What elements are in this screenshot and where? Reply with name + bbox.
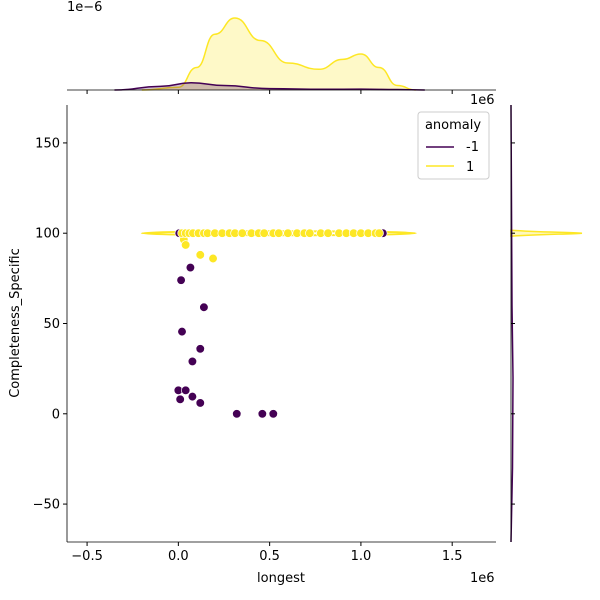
right-marginal-kde [510, 104, 583, 543]
top-marginal-kde [67, 17, 496, 91]
right-marginal-offset-label: 1e6 [470, 93, 495, 108]
x-tick-label: 0.0 [168, 549, 189, 564]
point-neg1 [175, 394, 185, 404]
point-pos1 [208, 253, 218, 264]
point-pos1 [374, 228, 384, 238]
y-tick-label: 150 [35, 136, 60, 151]
x-tick-label: 0.5 [259, 549, 280, 564]
y-tick-label: 50 [43, 317, 60, 332]
point-pos1 [195, 250, 205, 260]
point-neg1 [187, 356, 198, 367]
point-neg1 [195, 344, 205, 354]
x-offset-label: 1e6 [470, 571, 495, 586]
main-axes: −0.5 0.0 0.5 1.0 1.5 −50 0 50 100 150 [33, 90, 515, 564]
x-tick-label: 1.0 [351, 549, 372, 564]
kde-fill-neg1 [114, 82, 425, 90]
point-pos1 [259, 228, 269, 238]
point-neg1 [232, 409, 242, 419]
legend-label-1: 1 [466, 160, 474, 175]
point-pos1 [237, 228, 247, 238]
y-tick-label: 0 [52, 407, 60, 422]
kde-line-neg1 [114, 82, 425, 91]
point-neg1 [185, 262, 196, 273]
point-pos1 [323, 228, 333, 238]
point-pos1 [305, 228, 315, 238]
point-neg1 [187, 391, 198, 402]
legend-title: anomaly [425, 118, 481, 133]
kde-fill-pos1 [141, 18, 416, 90]
point-pos1 [283, 228, 293, 238]
y-tick-label: 100 [35, 227, 60, 242]
point-neg1 [257, 409, 267, 419]
point-neg1 [176, 275, 186, 285]
right-kde-pos1 [510, 229, 583, 238]
y-tick-label: −50 [33, 498, 60, 513]
point-neg1 [181, 385, 191, 395]
point-neg1 [268, 409, 278, 419]
x-tick-label: −0.5 [71, 549, 103, 564]
legend-label-neg1: -1 [466, 140, 479, 155]
y-axis-label: Completeness_Specific [8, 248, 23, 398]
point-pos1 [274, 228, 284, 238]
top-marginal-offset-label: 1e−6 [67, 0, 102, 15]
point-neg1 [177, 326, 187, 337]
x-axis-label: longest [257, 571, 305, 586]
point-neg1 [199, 302, 209, 312]
kde-line-pos1 [141, 17, 416, 91]
legend: anomaly -1 1 [417, 111, 490, 180]
x-tick-label: 1.5 [442, 549, 463, 564]
right-kde-neg1 [510, 104, 514, 543]
point-neg1 [195, 398, 205, 408]
point-pos1 [181, 240, 191, 250]
